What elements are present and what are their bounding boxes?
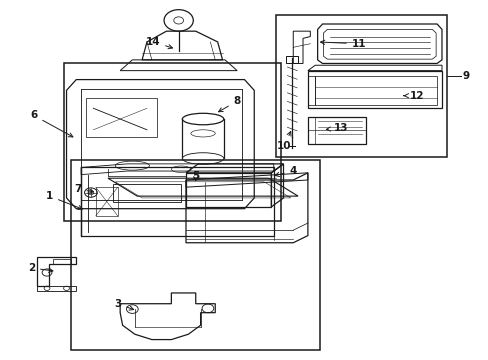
Bar [71,160,320,350]
Text: 5: 5 [192,171,199,181]
Text: 4: 4 [275,166,296,176]
Text: 14: 14 [145,37,172,49]
Text: 12: 12 [403,91,423,101]
Text: 2: 2 [28,263,53,273]
Text: 13: 13 [325,123,347,133]
Text: 9: 9 [462,71,469,81]
Text: 3: 3 [114,299,133,310]
Text: 8: 8 [218,96,240,112]
Text: 11: 11 [320,39,366,49]
Text: 6: 6 [30,111,73,137]
Bar [276,15,446,157]
Bar [64,63,281,221]
Text: 7: 7 [74,184,93,194]
Text: 1: 1 [46,191,82,210]
Text: 10: 10 [277,131,291,151]
